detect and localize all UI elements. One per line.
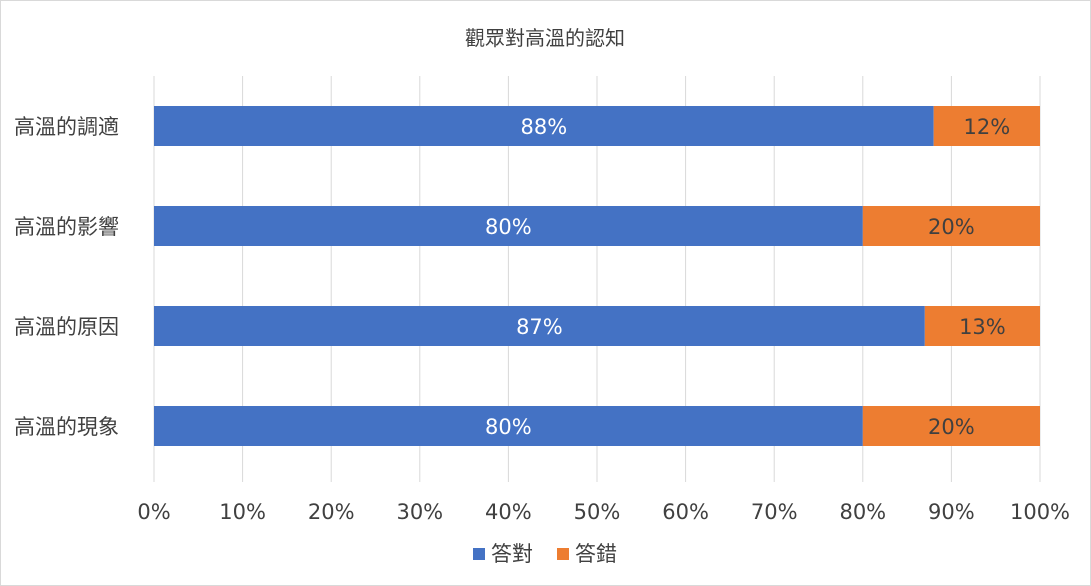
data-label: 20% [928,215,975,239]
x-tick-label: 70% [751,500,798,524]
bar-segment [933,106,1040,146]
x-tick-label: 100% [1010,500,1070,524]
bar-segment [154,306,925,346]
legend-swatch [473,548,485,560]
x-tick-label: 0% [137,500,170,524]
legend-label: 答錯 [575,542,617,566]
bar-segment [862,206,1040,246]
x-tick-label: 80% [839,500,886,524]
legend-swatch [557,548,569,560]
x-tick-label: 40% [485,500,532,524]
legend-label: 答對 [491,542,533,566]
data-label: 88% [520,115,567,139]
bar-segment [862,406,1040,446]
category-label: 高溫的現象 [14,415,119,439]
data-label: 87% [516,315,563,339]
legend: 答對 答錯 [473,542,617,566]
category-label: 高溫的原因 [14,315,119,339]
bar-segment [154,106,934,146]
bar-segment [154,206,863,246]
x-tick-label: 30% [396,500,443,524]
category-label: 高溫的調適 [14,115,119,139]
category-label: 高溫的影響 [14,215,119,239]
x-tick-label: 20% [308,500,355,524]
x-tick-label: 10% [219,500,266,524]
x-axis-ticks: 0% 10% 20% 30% 40% 50% 60% 70% 80% 90% 100% [137,500,1070,524]
bar-segment [154,406,863,446]
data-label: 80% [485,415,532,439]
x-tick-label: 90% [928,500,975,524]
data-label: 13% [959,315,1006,339]
x-tick-label: 50% [574,500,621,524]
data-label: 80% [485,215,532,239]
bar-segment [924,306,1040,346]
data-label: 12% [963,115,1010,139]
data-label: 20% [928,415,975,439]
x-tick-label: 60% [662,500,709,524]
chart-title: 觀眾對高溫的認知 [465,26,625,50]
bars: 88% 12% 80% 20% 87% 13% 80% 20% [154,106,1040,446]
